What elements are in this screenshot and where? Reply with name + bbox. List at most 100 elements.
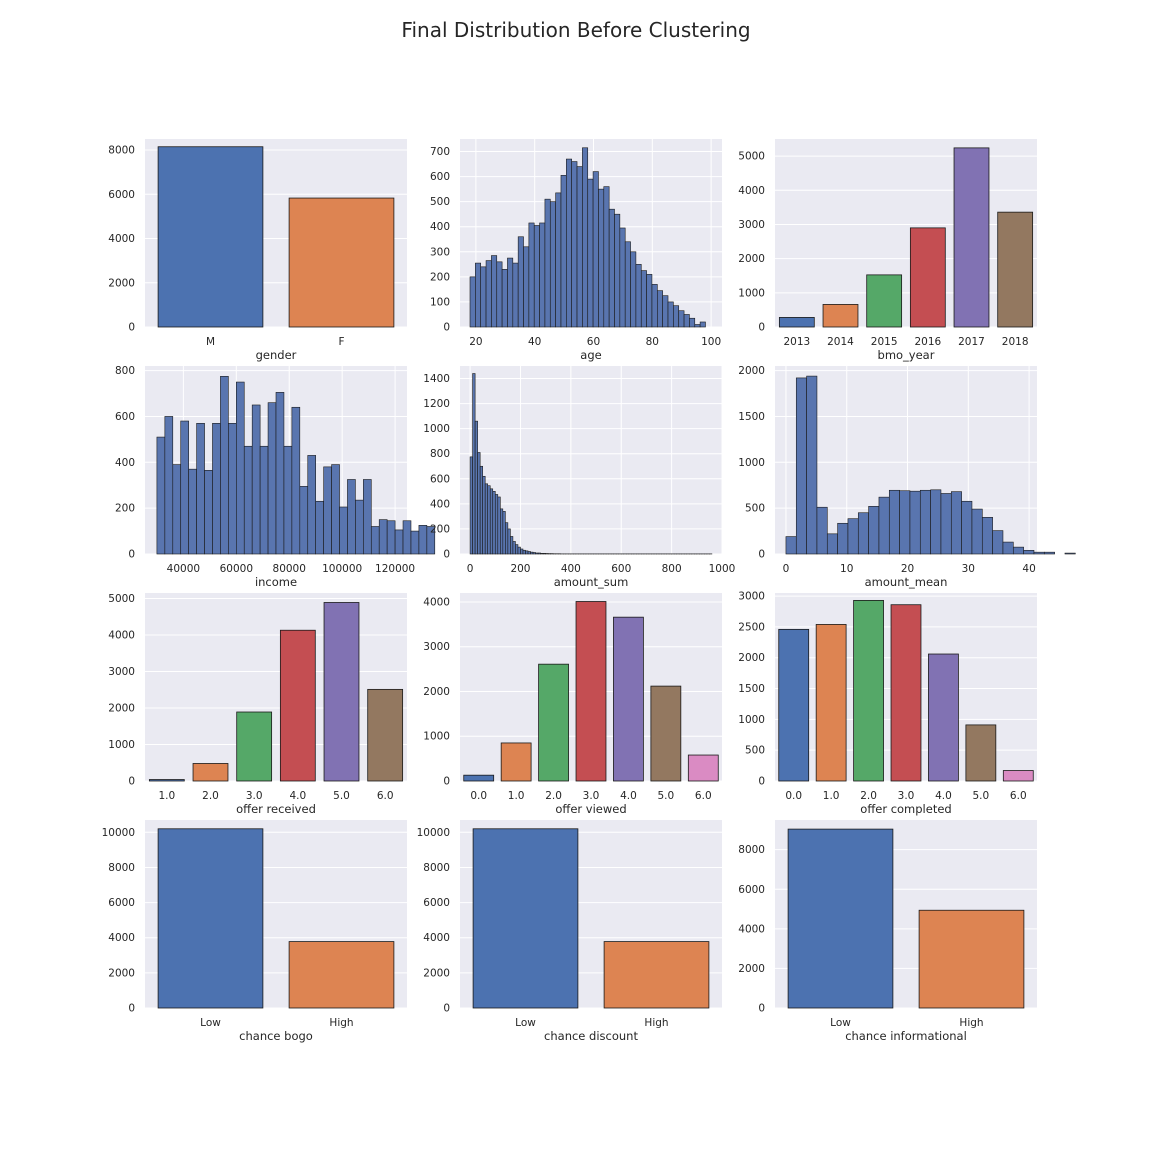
y-tick-label: 1500 bbox=[738, 411, 765, 423]
x-axis-label: chance informational bbox=[845, 1029, 967, 1043]
histogram-bar bbox=[528, 222, 535, 328]
histogram-bar bbox=[492, 491, 496, 555]
x-axis-label: income bbox=[255, 575, 297, 589]
x-tick-label: 30 bbox=[962, 563, 975, 575]
histogram-bar bbox=[571, 161, 578, 328]
x-axis-label: bmo_year bbox=[878, 348, 935, 362]
histogram-bar bbox=[816, 506, 828, 555]
histogram-bar bbox=[1002, 541, 1014, 555]
histogram-bar bbox=[418, 525, 428, 555]
bar bbox=[815, 624, 847, 782]
bar bbox=[928, 653, 959, 782]
subplot-offer-completed: 0 500 1000 1500 2000 2500 3000 0.0 1.0 2.0 3.0 4.0 5… bbox=[738, 591, 1037, 816]
y-tick-label: 1000 bbox=[738, 714, 765, 726]
histogram-bar bbox=[535, 552, 539, 555]
plot-area bbox=[775, 139, 1037, 327]
y-tick-label: 600 bbox=[430, 473, 450, 485]
histogram-bar bbox=[971, 508, 983, 555]
histogram-bar bbox=[614, 213, 621, 328]
histogram-bar bbox=[785, 536, 797, 555]
histogram-bar bbox=[624, 241, 631, 328]
histogram-bar bbox=[795, 377, 807, 555]
histogram-bar bbox=[331, 464, 340, 555]
histogram-bar bbox=[339, 506, 348, 555]
histogram-bar bbox=[469, 276, 476, 328]
x-tick-label: Low bbox=[830, 1017, 851, 1029]
bar bbox=[157, 146, 264, 328]
x-tick-label: 4.0 bbox=[289, 790, 306, 802]
bar bbox=[288, 197, 395, 328]
histogram-bar bbox=[243, 445, 253, 555]
y-tick-label: 700 bbox=[430, 146, 450, 158]
y-tick-label: 5000 bbox=[108, 593, 135, 605]
y-tick-label: 6000 bbox=[108, 897, 135, 909]
bar bbox=[965, 724, 997, 782]
histogram-bar bbox=[212, 423, 221, 555]
y-tick-label: 0 bbox=[128, 549, 135, 561]
y-tick-label: 1000 bbox=[738, 457, 765, 469]
histogram-bar bbox=[640, 270, 647, 328]
x-tick-label: 0 bbox=[783, 563, 790, 575]
histogram-bar bbox=[566, 158, 572, 328]
bar bbox=[778, 317, 815, 328]
histogram-bar bbox=[1064, 552, 1076, 555]
bar bbox=[613, 616, 644, 782]
y-tick-label: 2000 bbox=[738, 652, 765, 664]
bar bbox=[288, 941, 395, 1009]
histogram-bar bbox=[826, 533, 838, 555]
y-tick-label: 4000 bbox=[108, 233, 135, 245]
x-tick-label: F bbox=[338, 336, 344, 348]
histogram-bar bbox=[909, 490, 921, 555]
x-tick-label: 60 bbox=[587, 336, 600, 348]
bar bbox=[687, 754, 719, 782]
y-tick-label: 6000 bbox=[108, 189, 135, 201]
histogram-bar bbox=[505, 522, 509, 555]
histogram-bar bbox=[950, 491, 962, 555]
histogram-bar bbox=[1043, 551, 1055, 555]
x-tick-label: 100 bbox=[701, 336, 721, 348]
bar bbox=[918, 909, 1025, 1009]
x-axis-label: amount_mean bbox=[865, 575, 948, 589]
plot-area bbox=[145, 593, 407, 781]
x-tick-label: 1.0 bbox=[158, 790, 175, 802]
histogram-bar bbox=[635, 264, 642, 328]
subplot-offer-received: 0 1000 2000 3000 4000 5000 1.0 2.0 3.0 4.0 5.0 6.0 o… bbox=[108, 593, 407, 816]
histogram-bar bbox=[180, 420, 189, 555]
x-tick-label: 40 bbox=[1022, 563, 1035, 575]
bar bbox=[650, 685, 682, 782]
histogram-bar bbox=[204, 470, 213, 555]
histogram-bar bbox=[489, 488, 494, 555]
x-tick-label: 2.0 bbox=[202, 790, 219, 802]
bar bbox=[953, 147, 990, 328]
histogram-bar bbox=[355, 499, 364, 555]
subplot-chance-discount: 0 2000 4000 6000 8000 10000 Low High chance disc… bbox=[417, 820, 722, 1043]
y-tick-label: 6000 bbox=[738, 884, 765, 896]
histogram-bar bbox=[315, 500, 324, 555]
bar bbox=[787, 828, 894, 1009]
y-tick-label: 3000 bbox=[738, 591, 765, 603]
x-tick-label: 40 bbox=[528, 336, 541, 348]
histogram-bar bbox=[283, 445, 293, 555]
x-tick-label: 5.0 bbox=[973, 790, 990, 802]
y-tick-label: 0 bbox=[128, 322, 135, 334]
y-tick-label: 800 bbox=[430, 448, 450, 460]
x-tick-label: 5.0 bbox=[333, 790, 350, 802]
histogram-bar bbox=[410, 530, 420, 555]
histogram-bar bbox=[533, 225, 540, 328]
y-tick-label: 2000 bbox=[738, 365, 765, 377]
y-tick-label: 10000 bbox=[102, 827, 135, 839]
histogram-bar bbox=[888, 489, 900, 555]
x-axis-label: chance bogo bbox=[239, 1029, 313, 1043]
y-tick-label: 0 bbox=[758, 549, 765, 561]
bar bbox=[909, 227, 946, 328]
subplot-amount-mean: 0 500 1000 1500 2000 0 10 20 30 40 amount_mean bbox=[738, 365, 1076, 589]
bar bbox=[866, 274, 903, 328]
y-tick-label: 200 bbox=[430, 271, 450, 283]
histogram-bar bbox=[394, 529, 404, 555]
x-tick-label: 40000 bbox=[167, 563, 200, 575]
histogram-bar bbox=[507, 528, 511, 555]
y-tick-label: 0 bbox=[758, 1003, 765, 1015]
y-tick-label: 2000 bbox=[423, 686, 450, 698]
y-tick-label: 4000 bbox=[108, 932, 135, 944]
y-tick-label: 2500 bbox=[738, 621, 765, 633]
